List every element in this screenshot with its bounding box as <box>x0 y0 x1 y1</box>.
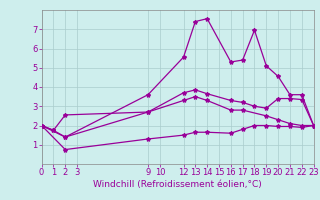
X-axis label: Windchill (Refroidissement éolien,°C): Windchill (Refroidissement éolien,°C) <box>93 180 262 189</box>
